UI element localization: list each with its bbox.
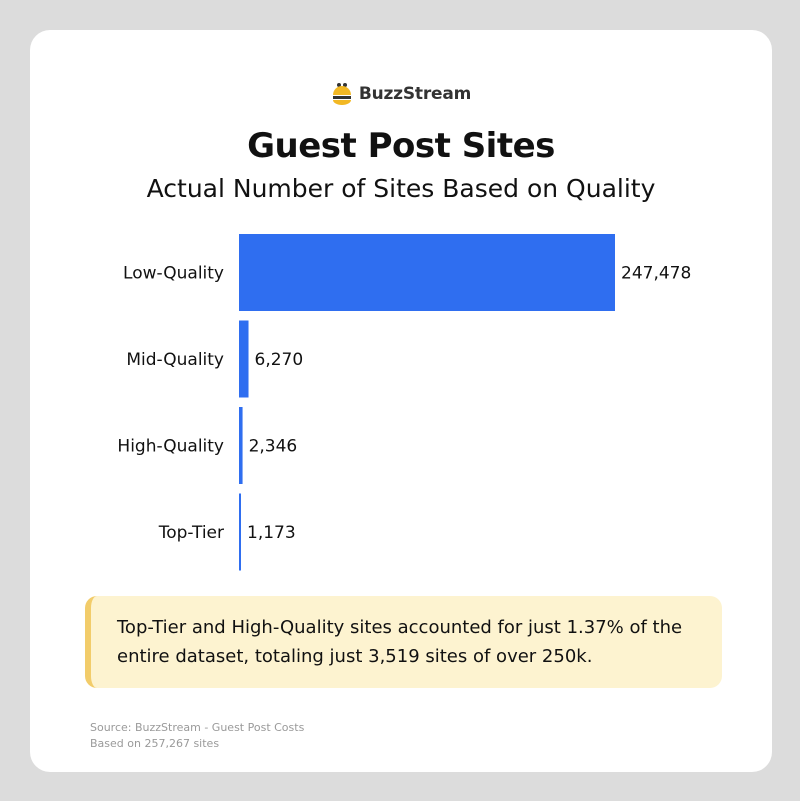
bar xyxy=(239,234,615,311)
category-label: Top-Tier xyxy=(158,523,224,543)
callout-text: Top-Tier and High-Quality sites accounte… xyxy=(117,617,683,667)
value-label: 6,270 xyxy=(255,350,304,370)
bar-chart: Low-Quality 247,478 Mid-Quality 6,270 High-Q… xyxy=(117,234,691,571)
category-label: Low-Quality xyxy=(123,264,224,284)
bar xyxy=(239,407,243,484)
bee-icon xyxy=(332,83,351,105)
brand-header: BuzzStream xyxy=(30,82,772,106)
callout-box: Top-Tier and High-Quality sites accounte… xyxy=(85,596,722,688)
category-label: Mid-Quality xyxy=(126,350,224,370)
bar xyxy=(239,320,249,398)
source-note: Source: BuzzStream - Guest Post Costs Ba… xyxy=(90,720,304,752)
category-label: High-Quality xyxy=(117,437,224,457)
bar xyxy=(239,493,241,571)
value-label: 2,346 xyxy=(249,437,298,457)
source-line: Source: BuzzStream - Guest Post Costs xyxy=(90,721,305,734)
chart-title: Guest Post Sites xyxy=(247,126,555,166)
infographic-card: BuzzStream Guest Post Sites Actual Numbe… xyxy=(30,30,772,772)
brand-name: BuzzStream xyxy=(358,84,472,104)
sample-size-line: Based on 257,267 sites xyxy=(90,737,220,750)
value-label: 247,478 xyxy=(621,264,691,284)
chart-subtitle: Actual Number of Sites Based on Quality xyxy=(146,174,656,203)
value-label: 1,173 xyxy=(247,523,296,543)
